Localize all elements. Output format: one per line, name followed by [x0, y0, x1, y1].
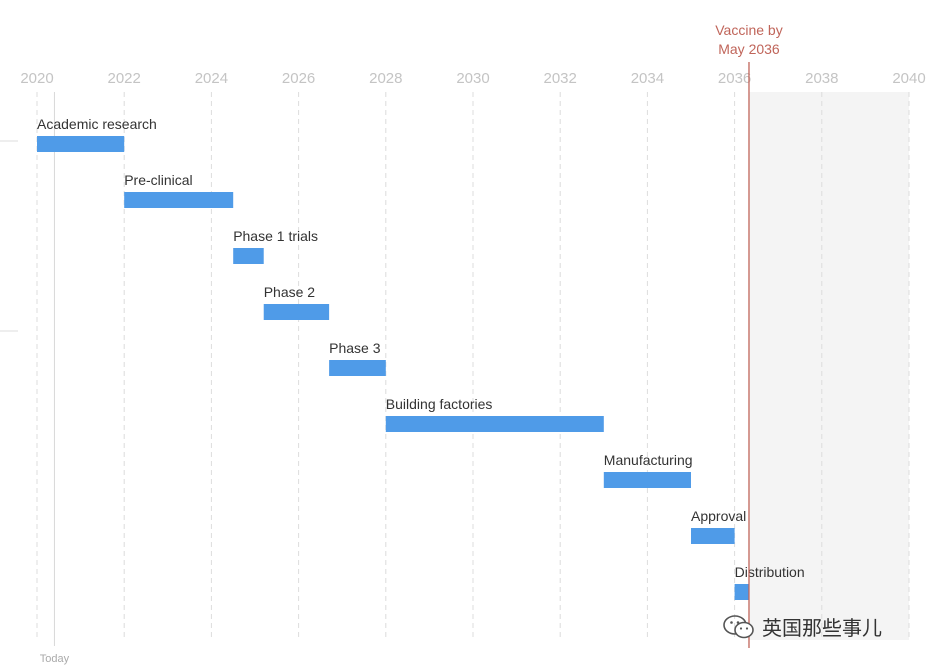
annotation-line1: Vaccine by — [715, 22, 782, 38]
label-academic-research: Academic research — [37, 116, 157, 132]
future-region-shade — [748, 92, 909, 640]
task-bars: Academic research Pre-clinical Phase 1 tri… — [37, 116, 805, 600]
tick-label-2040: 2040 — [892, 70, 925, 87]
label-building-factories: Building factories — [386, 396, 493, 412]
tick-label-2036: 2036 — [718, 70, 751, 87]
today-label: Today — [40, 653, 70, 665]
label-phase-2: Phase 2 — [264, 284, 316, 300]
watermark: 英国那些事儿 — [722, 612, 882, 641]
tick-label-2020: 2020 — [20, 70, 53, 87]
label-distribution: Distribution — [735, 564, 805, 580]
tick-label-2028: 2028 — [369, 70, 402, 87]
tick-label-2034: 2034 — [631, 70, 664, 87]
bar-academic-research — [37, 136, 125, 152]
bar-approval — [691, 528, 735, 544]
label-manufacturing: Manufacturing — [604, 452, 693, 468]
bar-phase-2 — [263, 304, 330, 320]
annotation-line2: May 2036 — [718, 41, 780, 57]
tick-label-2032: 2032 — [544, 70, 577, 87]
x-axis-ticks: 2020 2022 2024 2026 2028 2030 2032 2034 2036 2038… — [20, 70, 925, 87]
bar-manufacturing — [603, 472, 691, 488]
tick-label-2024: 2024 — [195, 70, 228, 87]
bar-building-factories — [385, 416, 604, 432]
tick-label-2038: 2038 — [805, 70, 838, 87]
label-approval: Approval — [691, 508, 746, 524]
bar-distribution — [734, 584, 749, 600]
tick-label-2026: 2026 — [282, 70, 315, 87]
bar-phase-3 — [329, 360, 386, 376]
bar-pre-clinical — [124, 192, 234, 208]
bar-phase-1-trials — [233, 248, 264, 264]
label-phase-1-trials: Phase 1 trials — [233, 228, 318, 244]
tick-label-2022: 2022 — [108, 70, 141, 87]
label-pre-clinical: Pre-clinical — [124, 172, 192, 188]
wechat-icon — [723, 614, 754, 638]
label-phase-3: Phase 3 — [329, 340, 381, 356]
watermark-text: 英国那些事儿 — [762, 618, 882, 640]
tick-label-2030: 2030 — [456, 70, 489, 87]
